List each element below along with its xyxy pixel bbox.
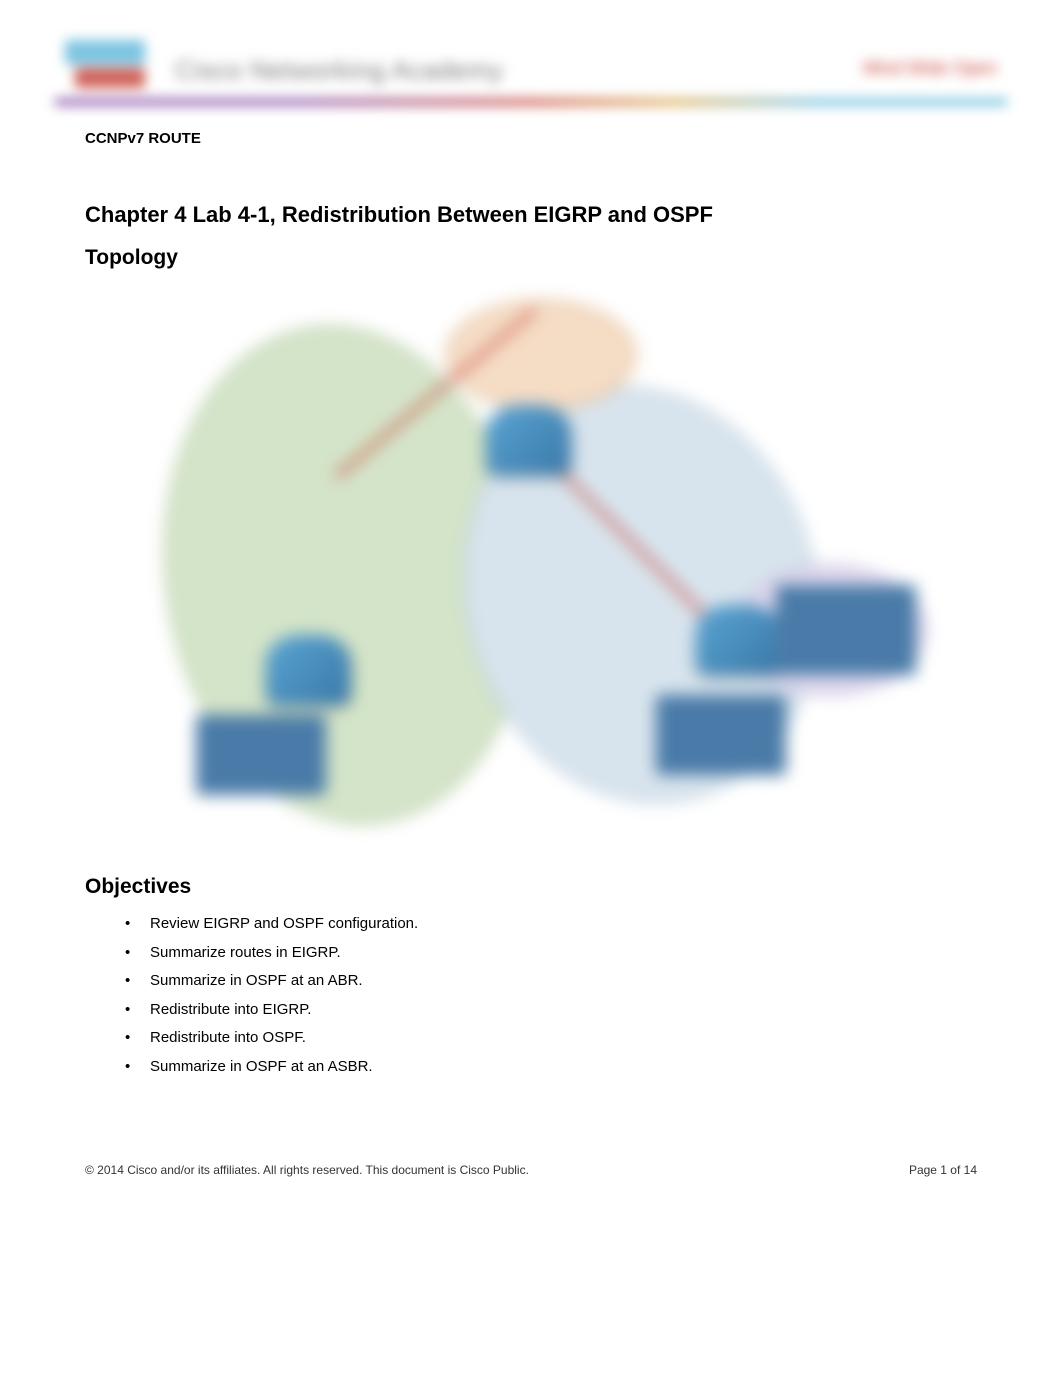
address-box-1 [196,715,326,795]
content-area: CCNPv7 ROUTE Chapter 4 Lab 4-1, Redistri… [0,105,1062,1079]
ospf-area10-region [446,300,636,410]
chapter-title: Chapter 4 Lab 4-1, Redistribution Betwee… [85,202,977,228]
topology-diagram [136,285,926,845]
logo-top-icon [65,40,145,65]
list-item: Summarize in OSPF at an ABR. [150,968,977,994]
list-item: Summarize routes in EIGRP. [150,940,977,966]
list-item: Redistribute into OSPF. [150,1025,977,1051]
copyright-text: © 2014 Cisco and/or its affiliates. All … [85,1163,529,1177]
page-number: Page 1 of 14 [909,1163,977,1177]
header-divider [55,99,1007,105]
router-r2-icon [696,605,781,675]
router-r1-icon [486,405,571,475]
cisco-logo [65,40,155,90]
address-box-2 [656,695,786,775]
list-item: Review EIGRP and OSPF configuration. [150,911,977,937]
academy-title: Cisco Networking Academy [175,55,503,86]
list-item: Summarize in OSPF at an ASBR. [150,1054,977,1080]
objectives-heading: Objectives [85,875,977,899]
topology-heading: Topology [85,246,977,270]
logo-bottom-icon [75,68,145,88]
course-header: CCNPv7 ROUTE [85,130,977,147]
header-bar: Cisco Networking Academy Mind Wide Open [55,0,1007,105]
list-item: Redistribute into EIGRP. [150,997,977,1023]
router-r3-icon [266,635,351,705]
footer: © 2014 Cisco and/or its affiliates. All … [85,1163,977,1177]
tagline: Mind Wide Open [863,58,997,79]
address-box-3 [776,585,916,675]
objectives-list: Review EIGRP and OSPF configuration. Sum… [85,911,977,1079]
